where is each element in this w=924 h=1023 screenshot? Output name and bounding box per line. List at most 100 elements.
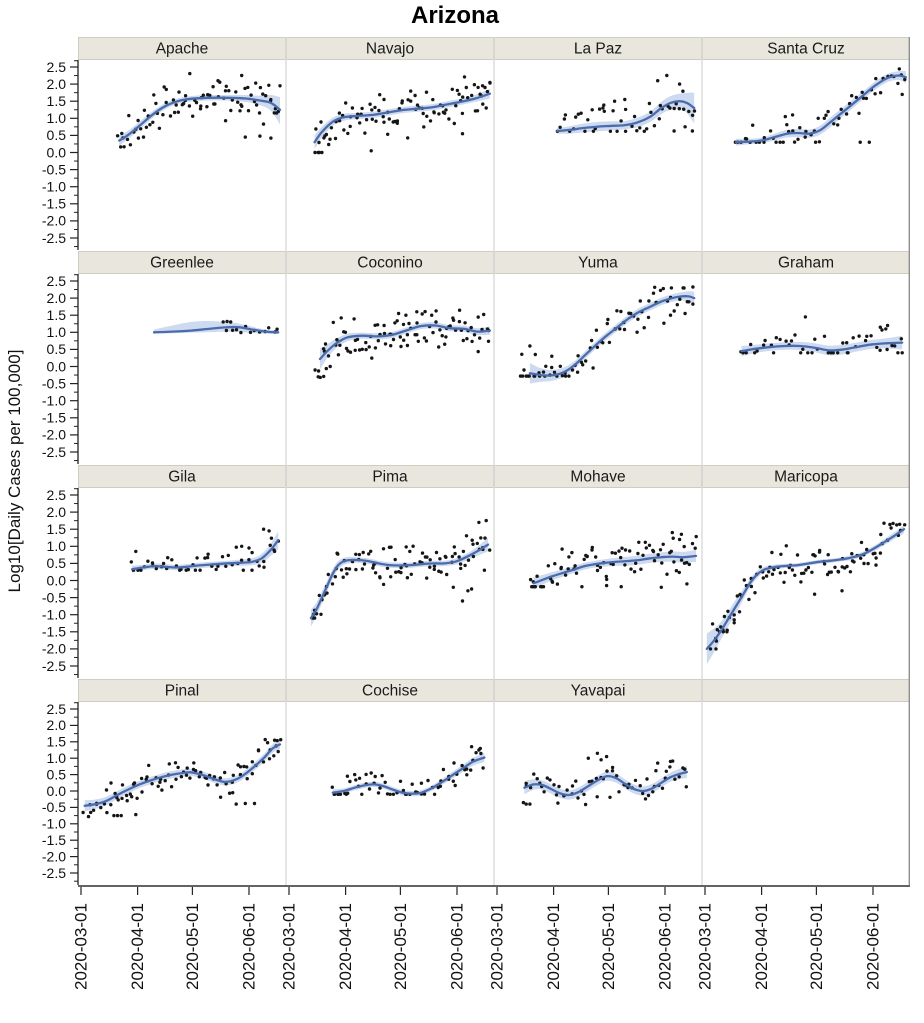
confidence-band bbox=[529, 291, 695, 384]
facet-maricopa bbox=[705, 521, 907, 665]
y-tick-label: 0.5 bbox=[47, 555, 67, 571]
facet-gila bbox=[129, 527, 281, 573]
y-axis-row-1: 2.52.01.51.00.50.0-0.5 -1.0-1.5-2.0-2.5 bbox=[42, 59, 79, 250]
confidence-band bbox=[557, 92, 695, 134]
x-tick-label: 2020-05-01 bbox=[183, 903, 202, 990]
loess-line bbox=[318, 324, 492, 361]
y-tick-label: -2.0 bbox=[42, 213, 66, 229]
y-tick-label: -2.5 bbox=[42, 865, 66, 881]
loess-line bbox=[734, 74, 908, 144]
x-tick-label: 2020-03-01 bbox=[696, 903, 715, 990]
x-tick-label: 2020-03-01 bbox=[488, 903, 507, 990]
y-tick-label: -2.0 bbox=[42, 641, 66, 657]
facet-pinal bbox=[81, 737, 283, 819]
facet-label: Yavapai bbox=[571, 683, 626, 700]
y-axis-row-4: 2.52.01.51.00.50.0-0.5-1.0-1.5-2.0-2.5 bbox=[42, 701, 79, 885]
y-tick-label: 1.5 bbox=[47, 521, 67, 537]
y-tick-label: 2.0 bbox=[47, 290, 67, 306]
facet-label: Coconino bbox=[357, 255, 423, 272]
loess-line bbox=[118, 96, 282, 142]
loess-line bbox=[556, 100, 696, 133]
y-tick-label: -2.5 bbox=[42, 658, 66, 674]
loess-line bbox=[740, 341, 904, 353]
y-tick-label: 0.0 bbox=[47, 572, 67, 588]
x-tick-label: 2020-04-01 bbox=[128, 903, 147, 990]
facet-graham bbox=[739, 315, 904, 357]
confidence-band bbox=[119, 94, 280, 146]
facet-label: Gila bbox=[168, 469, 196, 486]
facet-greenlee bbox=[152, 319, 280, 335]
x-tick-label: 2020-06-01 bbox=[448, 903, 467, 990]
scatter-points bbox=[115, 71, 282, 149]
facet-header bbox=[702, 679, 910, 702]
y-tick-label: -0.5 bbox=[42, 799, 66, 815]
scatter-points bbox=[708, 521, 907, 651]
facet-label: Santa Cruz bbox=[767, 41, 845, 58]
y-tick-label: 0.0 bbox=[47, 783, 67, 799]
y-axis-label: Log10[Daily Cases per 100,000] bbox=[5, 349, 24, 593]
facet-label: Graham bbox=[778, 255, 834, 272]
y-tick-label: -2.5 bbox=[42, 230, 66, 246]
y-tick-label: 1.0 bbox=[47, 110, 67, 126]
x-tick-label: 2020-03-01 bbox=[72, 903, 91, 990]
y-tick-label: -2.5 bbox=[42, 444, 66, 460]
y-tick-label: 1.5 bbox=[47, 307, 67, 323]
loess-line bbox=[152, 325, 280, 334]
y-tick-label: 2.0 bbox=[47, 76, 67, 92]
y-axis-row-3: 2.52.01.51.00.50.0-0.5 -1.0-1.5-2.0-2.5 bbox=[42, 487, 79, 678]
chart-title: Arizona bbox=[410, 2, 499, 29]
facet-coconino bbox=[313, 308, 492, 380]
facet-navajo bbox=[313, 75, 492, 155]
y-tick-label: 0.5 bbox=[47, 766, 67, 782]
y-tick-label: -1.0 bbox=[42, 393, 66, 409]
loess-line bbox=[83, 743, 282, 807]
loess-line bbox=[532, 554, 698, 585]
facet-label: Greenlee bbox=[150, 255, 214, 272]
y-tick-label: 0.5 bbox=[47, 127, 67, 143]
x-tick-label: 2020-05-01 bbox=[391, 903, 410, 990]
scatter-points bbox=[81, 737, 283, 819]
facet-la-paz bbox=[555, 73, 697, 134]
y-tick-label: 1.5 bbox=[47, 734, 67, 750]
facet-label: Cochise bbox=[362, 683, 418, 700]
facet-label: Apache bbox=[156, 41, 209, 58]
y-tick-label: -0.5 bbox=[42, 589, 66, 605]
facet-label: Maricopa bbox=[774, 469, 838, 486]
facet-santa-cruz bbox=[733, 67, 908, 146]
facet-label: La Paz bbox=[574, 41, 622, 58]
scatter-points bbox=[313, 308, 491, 380]
y-tick-label: 0.5 bbox=[47, 341, 67, 357]
y-tick-label: 2.5 bbox=[47, 273, 67, 289]
x-tick-label: 2020-04-01 bbox=[752, 903, 771, 990]
y-tick-label: 1.5 bbox=[47, 93, 67, 109]
loess-line bbox=[705, 528, 906, 651]
loess-line bbox=[309, 543, 490, 620]
loess-line bbox=[130, 538, 280, 571]
scatter-points bbox=[739, 315, 904, 355]
confidence-band bbox=[320, 322, 490, 370]
y-tick-label: -1.0 bbox=[42, 816, 66, 832]
y-tick-label: -0.5 bbox=[42, 375, 66, 391]
scatter-points bbox=[528, 530, 698, 589]
x-tick-label: 2020-06-01 bbox=[864, 903, 883, 990]
y-tick-label: 1.0 bbox=[47, 324, 67, 340]
y-tick-label: -1.0 bbox=[42, 179, 66, 195]
x-tick-label: 2020-05-01 bbox=[599, 903, 618, 990]
x-tick-label: 2020-05-01 bbox=[807, 903, 826, 990]
y-tick-label: -2.0 bbox=[42, 848, 66, 864]
facet-label: Navajo bbox=[366, 41, 414, 58]
y-tick-label: 0.0 bbox=[47, 144, 67, 160]
facet-yuma bbox=[518, 285, 696, 384]
y-tick-label: -1.5 bbox=[42, 624, 66, 640]
y-tick-label: -1.0 bbox=[42, 607, 66, 623]
facet-mohave bbox=[528, 530, 698, 590]
x-tick-label: 2020-06-01 bbox=[240, 903, 259, 990]
facet-label: Mohave bbox=[570, 469, 625, 486]
facet-yavapai bbox=[521, 751, 689, 807]
loess-line bbox=[523, 770, 689, 797]
y-tick-label: 1.0 bbox=[47, 538, 67, 554]
loess-line bbox=[331, 756, 486, 795]
y-tick-label: -1.5 bbox=[42, 832, 66, 848]
facet-label: Yuma bbox=[578, 255, 618, 272]
